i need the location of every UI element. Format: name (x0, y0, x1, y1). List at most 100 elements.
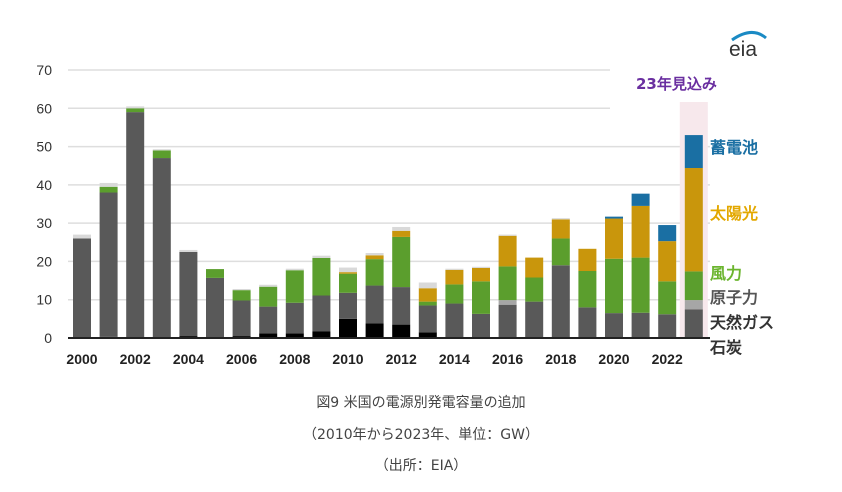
y-tick-label: 10 (36, 292, 52, 308)
bar-segment-wind (232, 290, 251, 301)
y-tick-label: 20 (36, 253, 52, 269)
bar-segment-gas (73, 238, 91, 338)
legend-item: 石炭 (709, 338, 742, 357)
bar-segment-solar (498, 235, 517, 267)
bar-segment-gas (684, 309, 703, 338)
bar-stack-2021 (631, 193, 650, 338)
bar-segment-wind (445, 284, 464, 304)
bar-segment-other (472, 266, 490, 268)
legend-item: 蓄電池 (710, 138, 758, 157)
bar-segment-nuclear (684, 300, 703, 310)
bar-segment-solar (445, 269, 464, 285)
bar-segment-wind (525, 277, 544, 302)
bar-stack-2011 (365, 253, 384, 338)
x-axis-ticks: 2000 2002 2004 2006 2008 2010 2012 2014 2016 2018… (66, 351, 683, 367)
x-tick-label: 2004 (173, 351, 204, 367)
bar-stack-2013 (418, 282, 437, 338)
bar-segment-other (551, 218, 570, 220)
x-tick-label: 2012 (386, 351, 417, 367)
bar-stack-2003 (152, 149, 171, 338)
bar-stack-2000 (73, 234, 91, 338)
bar-segment-other (99, 182, 118, 187)
bar-segment-other (498, 234, 517, 236)
bar-segment-wind (392, 236, 411, 288)
bar-segment-wind (551, 238, 570, 266)
bar-segment-wind (684, 271, 703, 301)
bar-stack-2012 (392, 226, 411, 338)
bar-stack-2022 (658, 225, 677, 338)
bar-stack-2005 (206, 269, 224, 338)
bar-segment-other (232, 288, 251, 291)
bar-segment-wind (206, 269, 224, 278)
bar-segment-coal (392, 324, 411, 338)
bar-segment-coal (312, 331, 331, 338)
bar-segment-solar (684, 168, 703, 272)
x-tick-label: 2008 (279, 351, 310, 367)
gridlines (68, 69, 710, 301)
bar-segment-gas (498, 304, 517, 338)
x-tick-label: 2000 (66, 351, 97, 367)
bar-segment-gas (472, 313, 490, 338)
y-tick-label: 70 (36, 62, 52, 78)
y-tick-label: 50 (36, 139, 52, 155)
x-tick-label: 2010 (332, 351, 363, 367)
bar-stack-2002 (126, 106, 145, 338)
bar-segment-gas (232, 300, 251, 337)
bar-stack-2004 (179, 249, 198, 338)
bar-segment-solar (472, 267, 490, 282)
bar-segment-gas (525, 301, 544, 338)
bar-segment-gas (312, 295, 331, 332)
x-tick-label: 2016 (492, 351, 523, 367)
bar-segment-gas (445, 303, 464, 338)
bar-segment-wind (152, 150, 171, 159)
legend-item: 天然ガス (710, 313, 774, 332)
bar-segment-wind (259, 286, 278, 307)
forecast-label: 23年見込み (636, 75, 717, 93)
bar-stack-2017 (525, 257, 544, 338)
bar-segment-gas (365, 285, 384, 324)
bar-segment-gas (551, 265, 570, 338)
bar-segment-gas (418, 305, 437, 333)
bar-segment-battery (684, 135, 703, 169)
bar-segment-other (126, 106, 145, 109)
bar-segment-other (259, 284, 278, 287)
chart: 0 10 20 30 40 50 60 70 2000 2002 2004 2006 2008 2010… (36, 31, 774, 367)
bar-stack-2009 (312, 255, 331, 338)
bar-segment-wind (658, 281, 677, 315)
bar-stack-2015 (472, 266, 490, 338)
bar-segment-battery (658, 225, 677, 242)
bar-segment-other (285, 268, 304, 271)
bar-stack-2019 (578, 248, 597, 338)
y-tick-label: 60 (36, 100, 52, 116)
bar-segment-other (418, 282, 437, 289)
bar-segment-solar (339, 272, 357, 274)
bar-segment-wind (605, 258, 623, 314)
bar-segment-wind (631, 257, 650, 313)
bar-segment-nuclear (498, 300, 517, 305)
bar-stack-2018 (551, 218, 570, 338)
bar-segment-solar (392, 230, 411, 237)
bar-segment-other (179, 249, 198, 252)
bar-stack-2014 (445, 268, 464, 338)
bar-segment-other (365, 253, 384, 256)
bar-segment-other (445, 268, 464, 270)
bar-segment-wind (498, 266, 517, 301)
x-tick-label: 2006 (226, 351, 257, 367)
bar-segment-coal (259, 333, 278, 338)
bar-segment-wind (285, 270, 304, 303)
bar-segment-battery (605, 216, 623, 219)
bar-segment-wind (578, 271, 597, 308)
bar-segment-wind (339, 273, 357, 293)
bar-segment-other (392, 226, 411, 231)
x-tick-label: 2020 (598, 351, 629, 367)
caption-source: （出所：EIA） (374, 458, 468, 474)
bar-stack-2020 (605, 216, 623, 338)
bar-segment-gas (179, 251, 198, 337)
bar-segment-gas (631, 312, 650, 338)
eia-logo: eia (729, 31, 767, 61)
bar-stack-2006 (232, 288, 251, 338)
bar-segment-coal (418, 332, 437, 338)
bar-segment-solar (365, 255, 384, 260)
bar-segment-other (339, 267, 357, 273)
